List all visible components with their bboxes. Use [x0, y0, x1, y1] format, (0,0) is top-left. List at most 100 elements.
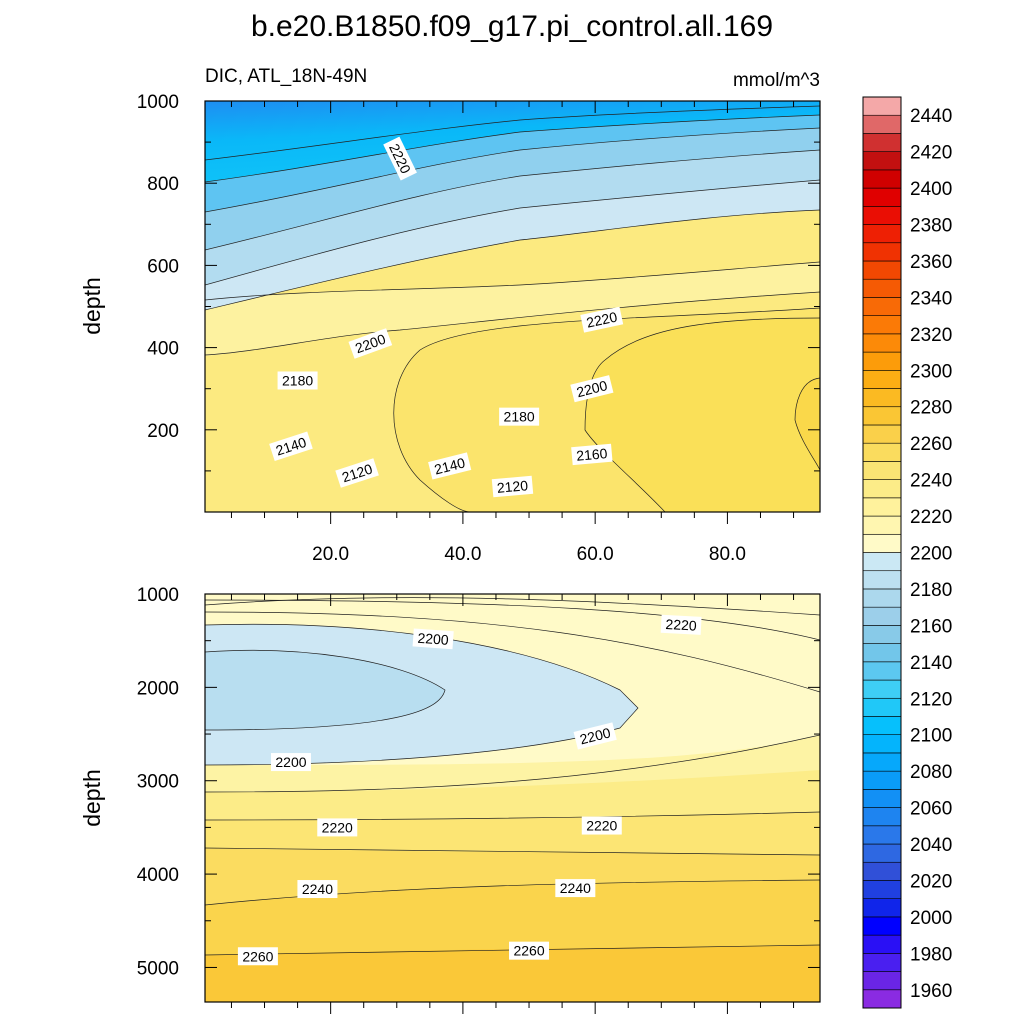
colorbar-swatch: [862, 953, 902, 972]
contour-label-text: 2220: [322, 819, 353, 835]
colorbar-swatch: [862, 133, 902, 152]
colorbar-swatch: [862, 789, 902, 808]
contour-label: 2200: [570, 375, 614, 403]
contour-label-text: 2220: [665, 616, 697, 634]
contour-label-text: 2160: [576, 445, 609, 464]
contour-label-box: [237, 947, 278, 966]
x-tick-label: 80.0: [709, 544, 746, 565]
colorbar-tick-label: 2240: [910, 471, 952, 492]
contour-label: 2260: [509, 941, 550, 960]
contour-label-box: [270, 753, 311, 772]
colorbar-swatch: [862, 315, 902, 335]
left-subtitle: DIC, ATL_18N-49N: [205, 66, 367, 87]
contour-label-text: 2220: [586, 818, 617, 834]
lower-ticks: 1000 2000 3000 4000 5000: [137, 585, 820, 1014]
x-tick-label: 20.0: [312, 544, 349, 565]
colorbar-tick-label: 2020: [910, 871, 952, 892]
contour-label-box: [571, 443, 613, 466]
lower-panel: 2200 2220 2200 2200 2220 2220 2240 2240 2260 2260…: [79, 585, 821, 1014]
colorbar-swatch: [862, 880, 902, 899]
colorbar-swatch: [862, 151, 902, 171]
colorbar-swatch: [862, 643, 902, 663]
contour-label-box: [499, 407, 540, 426]
colorbar-swatch: [862, 114, 902, 134]
right-subtitle: mmol/m^3: [733, 70, 820, 91]
colorbar-swatch: [862, 515, 902, 535]
colorbar-swatch: [862, 242, 902, 262]
contour-label-box: [269, 431, 313, 461]
contour-label: 2240: [297, 880, 338, 899]
y-tick-label: 3000: [137, 772, 179, 793]
contour-label-box: [348, 328, 393, 359]
colorbar-swatch: [862, 861, 902, 881]
contour-label-box: [297, 880, 338, 899]
contour-label-text: 2200: [575, 377, 609, 400]
colorbar-tick-label: 2220: [910, 507, 952, 528]
contour-label-text: 2200: [578, 724, 612, 747]
contour-label-box: [277, 371, 318, 390]
x-tick-label: 40.0: [444, 544, 481, 565]
contour-label: 2240: [555, 879, 596, 898]
lower-ylabel: depth: [79, 769, 105, 827]
colorbar-tick-label: 2160: [910, 616, 952, 637]
x-tick-label: 60.0: [577, 544, 614, 565]
colorbar-swatch: [862, 206, 902, 225]
contour-label-box: [428, 452, 472, 480]
figure-title: b.e20.B1850.f09_g17.pi_control.all.169: [251, 10, 773, 43]
contour-label-text: 2120: [496, 477, 529, 496]
contour-label: 2200: [412, 628, 454, 650]
colorbar-swatch: [862, 898, 902, 918]
y-tick-label: 400: [147, 339, 179, 360]
lower-frame: [204, 593, 821, 1003]
contour-label-text: 2140: [433, 454, 467, 477]
contour-label-box: [383, 136, 417, 181]
contour-label-text: 2260: [513, 943, 544, 959]
contour-label-box: [660, 614, 702, 635]
y-tick-label: 5000: [137, 958, 179, 979]
colorbar-swatch: [862, 260, 902, 280]
contour-label-box: [570, 375, 614, 403]
contour-label: 2120: [491, 475, 534, 498]
colorbar-swatch: [862, 734, 902, 754]
contour-label-box: [317, 818, 358, 837]
contour-label-box: [573, 722, 617, 750]
colorbar-swatch: [862, 169, 902, 189]
contour-label: 2220: [581, 816, 622, 835]
contour-label: 2160: [571, 443, 613, 466]
contour-label-box: [555, 879, 596, 898]
lower-contour-labels: 2200 2220 2200 2200 2220 2220 2240 2240 2260 2260: [237, 614, 702, 966]
contour-label-box: [491, 475, 534, 498]
colorbar-tick-label: 2200: [910, 544, 952, 565]
colorbar-tick-label: 2260: [910, 434, 952, 455]
colorbar-swatch: [862, 570, 902, 590]
colorbar-swatch: [862, 442, 902, 462]
contour-label-text: 2240: [560, 880, 591, 896]
contour-label: 2200: [573, 722, 617, 750]
colorbar-tick-label: 2420: [910, 143, 952, 164]
colorbar-swatch: [862, 552, 902, 572]
colorbar-swatch: [862, 625, 902, 644]
y-tick-label: 1000: [137, 92, 179, 113]
colorbar-swatch: [862, 716, 902, 735]
colorbar-tick-label: 2400: [910, 179, 952, 200]
colorbar-swatch: [862, 770, 902, 790]
colorbar-tick-label: 2120: [910, 689, 952, 710]
colorbar-swatch: [862, 424, 902, 444]
colorbar-swatch: [862, 989, 902, 1009]
y-tick-label: 800: [147, 174, 179, 195]
contour-label-text: 2200: [417, 630, 449, 648]
colorbar-tick-label: 1980: [910, 944, 952, 965]
colorbar-swatch: [862, 971, 902, 991]
colorbar-tick-label: 2080: [910, 762, 952, 783]
colorbar-tick-label: 2040: [910, 835, 952, 856]
colorbar-tick-label: 2280: [910, 398, 952, 419]
colorbar-swatch: [862, 697, 902, 717]
contour-label-text: 2260: [242, 948, 273, 964]
colorbar-swatch: [862, 606, 902, 626]
upper-ylabel: depth: [79, 277, 105, 335]
colorbar-tick-label: 2340: [910, 288, 952, 309]
colorbar-tick-label: 2300: [910, 361, 952, 382]
colorbar-swatch: [862, 497, 902, 517]
